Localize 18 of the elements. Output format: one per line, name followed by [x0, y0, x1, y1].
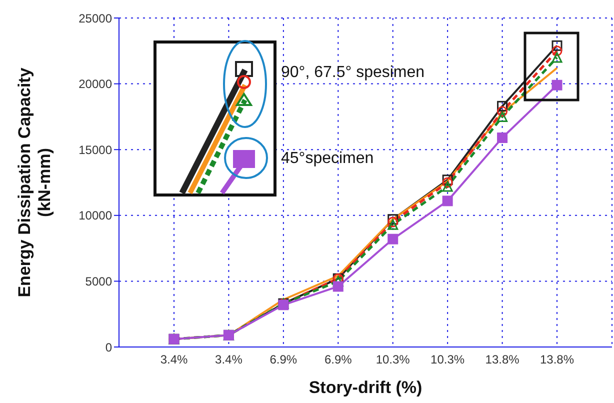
x-tick-label: 6.9%: [324, 352, 352, 367]
x-tick-label: 10.3%: [376, 352, 410, 367]
y-tick-label: 20000: [78, 77, 112, 92]
y-tick-label: 0: [105, 340, 112, 354]
x-tick-label: 10.3%: [430, 352, 465, 367]
x-tick-label: 13.8%: [485, 352, 520, 367]
y-tick-label: 15000: [78, 142, 112, 157]
y-axis-title: Energy Dissipation Capacity (kN-mm): [15, 67, 54, 298]
y-tick-label: 10000: [78, 208, 112, 223]
x-tick-label: 3.4%: [160, 352, 188, 367]
x-tick-label: 3.4%: [215, 352, 243, 367]
y-tick-label: 25000: [78, 11, 112, 26]
annotation: 90°, 67.5° spesimen: [281, 64, 425, 81]
x-axis-title: Story-drift (%): [308, 378, 422, 397]
x-tick-label: 13.8%: [540, 352, 574, 367]
y-tick-label: 5000: [85, 274, 112, 288]
x-tick-label: 6.9%: [270, 352, 298, 367]
annotation: 45°specimen: [281, 150, 374, 167]
